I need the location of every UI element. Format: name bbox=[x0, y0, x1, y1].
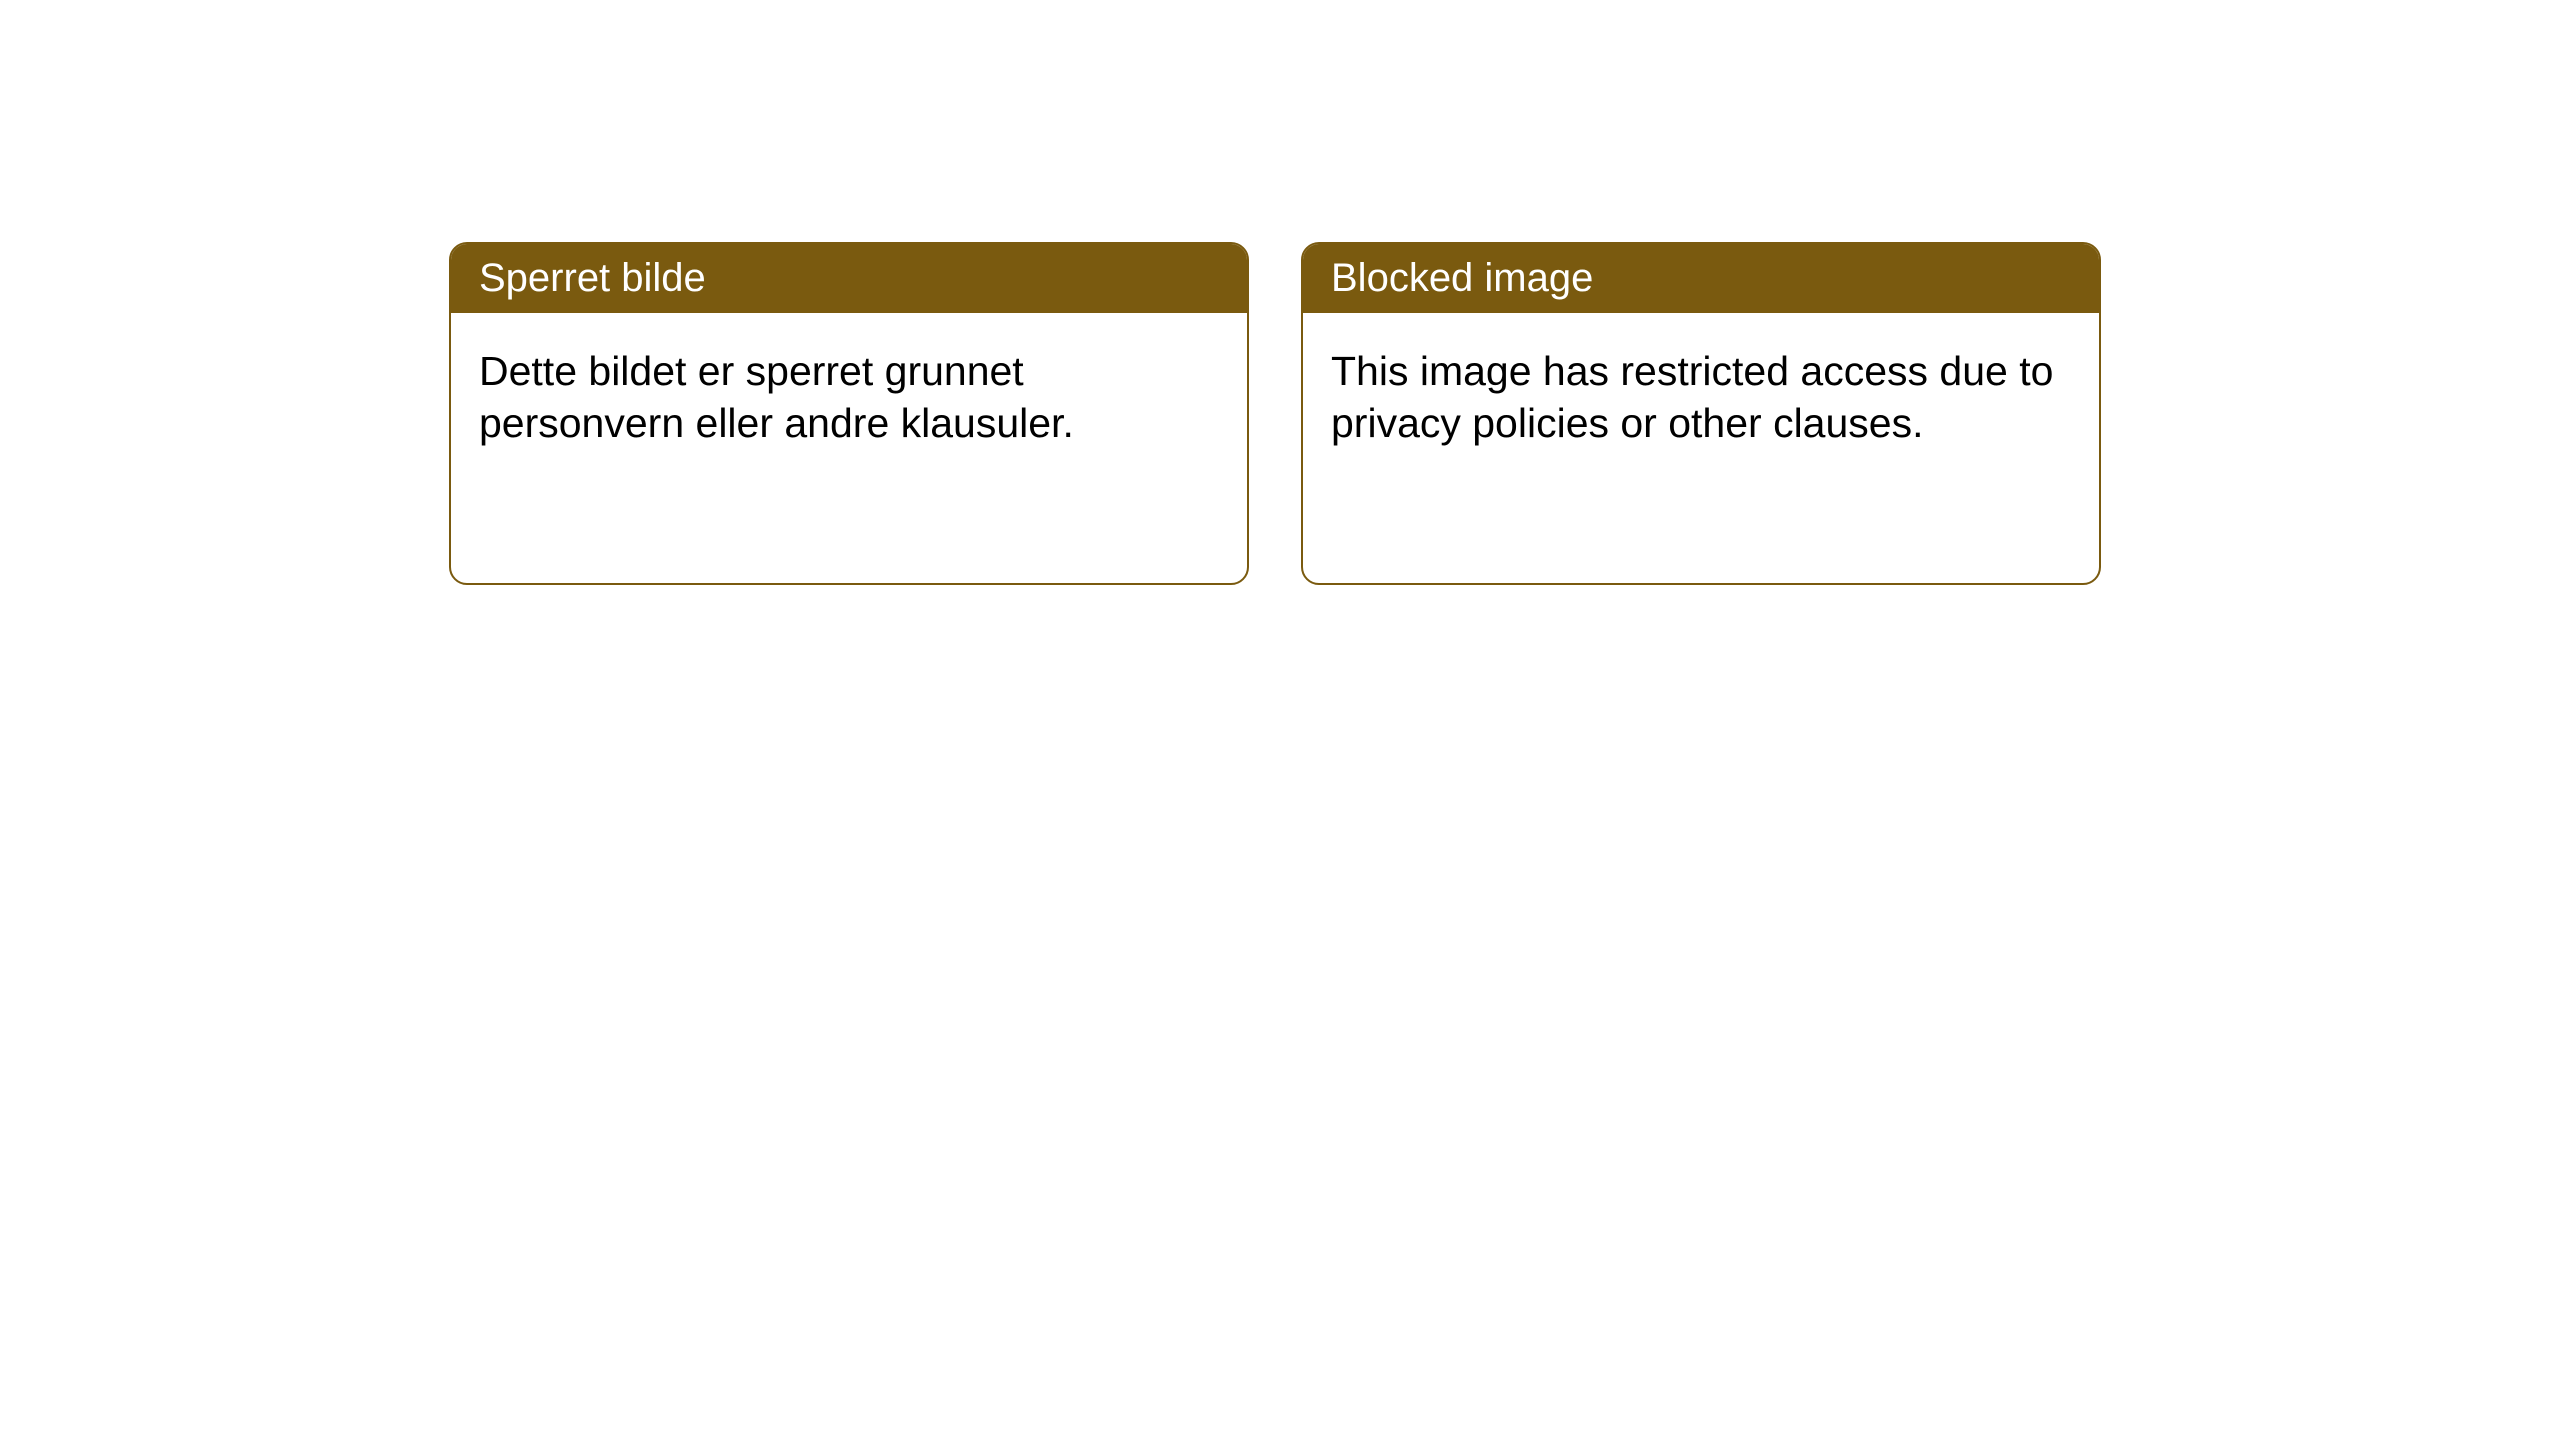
notice-body: Dette bildet er sperret grunnet personve… bbox=[451, 313, 1247, 583]
notice-header: Sperret bilde bbox=[451, 244, 1247, 313]
notice-body: This image has restricted access due to … bbox=[1303, 313, 2099, 583]
notice-body-text: This image has restricted access due to … bbox=[1331, 348, 2053, 446]
notice-card-english: Blocked image This image has restricted … bbox=[1301, 242, 2101, 585]
notice-card-norwegian: Sperret bilde Dette bildet er sperret gr… bbox=[449, 242, 1249, 585]
notice-title: Sperret bilde bbox=[479, 256, 706, 300]
notice-header: Blocked image bbox=[1303, 244, 2099, 313]
notice-title: Blocked image bbox=[1331, 256, 1593, 300]
notice-body-text: Dette bildet er sperret grunnet personve… bbox=[479, 348, 1074, 446]
notice-container: Sperret bilde Dette bildet er sperret gr… bbox=[449, 242, 2101, 585]
